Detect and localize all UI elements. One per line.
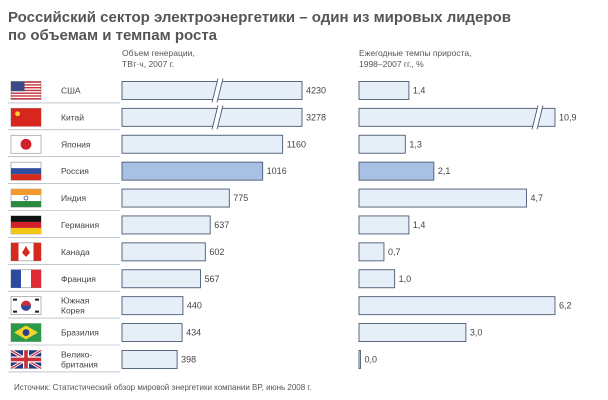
- bar-growth: [358, 242, 385, 262]
- bar-generation: [121, 350, 178, 369]
- bar-generation: [121, 134, 284, 154]
- bar-break-mark: [216, 78, 224, 103]
- bar-growth: [358, 107, 556, 127]
- bar-value-label: 0,7: [388, 247, 401, 257]
- flag-de-icon: [10, 215, 42, 235]
- right-panel-title-line-1: Ежегодные темпы прироста,: [359, 48, 472, 58]
- bar-generation: [121, 296, 184, 316]
- bar-value-label: 1,4: [413, 85, 426, 95]
- chart-source-note: Источник: Статистический обзор мировой э…: [14, 383, 312, 392]
- flag-ru-icon: [10, 161, 42, 181]
- bar-generation: [121, 323, 183, 342]
- bar-generation: [121, 242, 206, 262]
- country-label: Велико-: [61, 349, 92, 359]
- right-panel-title-line-2: 1998–2007 гг., %: [359, 59, 424, 69]
- chart-title-line-1: Российский сектор электроэнергетики – од…: [8, 9, 511, 26]
- flag-ca-icon: [10, 242, 42, 262]
- bar-growth: [358, 350, 361, 369]
- bar-value-label: 1,3: [409, 139, 422, 149]
- bar-value-label: 3278: [306, 112, 326, 122]
- country-label: Канада: [61, 247, 90, 257]
- bar-growth: [358, 188, 527, 208]
- country-label: Германия: [61, 220, 100, 230]
- bar-value-label: 398: [181, 354, 196, 364]
- bar-break-gap: [531, 105, 544, 130]
- left-panel-title-line-2: ТВт·ч, 2007 г.: [122, 59, 174, 69]
- bar-generation: [121, 188, 230, 208]
- flag-us-icon: [10, 81, 42, 100]
- bar-value-label: 1160: [287, 139, 306, 149]
- country-label: Франция: [61, 274, 96, 284]
- bar-generation: [121, 80, 303, 100]
- flag-cn-icon: [10, 108, 42, 127]
- country-label: США: [61, 85, 81, 95]
- bar-value-label: 637: [214, 220, 229, 230]
- bar-growth: [358, 80, 410, 100]
- bar-value-label: 602: [209, 247, 224, 257]
- bar-break-mark: [211, 78, 219, 103]
- bar-break-mark: [531, 105, 539, 130]
- bar-value-label: 440: [187, 301, 202, 311]
- bar-break-mark: [216, 105, 224, 130]
- left-panel-title-line-1: Объем генерации,: [122, 48, 195, 58]
- country-label: Бразилия: [61, 328, 99, 338]
- bar-value-label: 4,7: [530, 193, 543, 203]
- bar-value-label: 10,9: [559, 112, 577, 122]
- flag-jp-icon: [10, 134, 42, 154]
- bar-generation: [121, 215, 211, 235]
- country-label: Корея: [61, 306, 85, 316]
- bar-value-label: 775: [233, 193, 248, 203]
- country-label: британия: [61, 359, 98, 369]
- bar-value-label: 6,2: [559, 301, 572, 311]
- bar-value-label: 1016: [267, 166, 287, 176]
- bar-growth: [358, 323, 467, 342]
- country-label: Япония: [61, 139, 91, 149]
- country-label: Китай: [61, 112, 84, 122]
- bar-growth: [358, 161, 435, 181]
- bar-growth: [358, 134, 406, 154]
- chart-title-line-2: по объемам и темпам роста: [8, 27, 218, 44]
- flag-kr-icon: [10, 296, 42, 315]
- bar-value-label: 0,0: [365, 354, 378, 364]
- bar-generation: [121, 107, 303, 127]
- flag-in-icon: [10, 188, 42, 208]
- chart-rows: США 4230 1,4 Китай 3278 10,9 Япония 1160 1,3 Росс…: [8, 78, 577, 373]
- country-label: Южная: [61, 296, 90, 306]
- country-label: Индия: [61, 193, 87, 203]
- bar-generation: [121, 269, 201, 289]
- bar-value-label: 4230: [306, 85, 326, 95]
- bar-growth: [358, 269, 396, 289]
- bar-value-label: 1,4: [413, 220, 426, 230]
- bar-generation: [121, 161, 264, 181]
- bar-break-gap: [211, 78, 224, 103]
- bar-value-label: 2,1: [438, 166, 451, 176]
- bar-value-label: 1,0: [399, 274, 412, 284]
- bar-growth: [358, 296, 556, 316]
- flag-gb-icon: [10, 349, 42, 370]
- bar-value-label: 567: [205, 274, 220, 284]
- flag-fr-icon: [10, 269, 42, 289]
- bar-growth: [358, 215, 410, 235]
- bar-value-label: 434: [186, 328, 201, 338]
- bar-break-mark: [211, 105, 219, 130]
- flag-br-icon: [10, 323, 42, 342]
- country-label: Россия: [61, 166, 89, 176]
- bar-value-label: 3,0: [470, 328, 483, 338]
- bar-break-gap: [211, 105, 224, 130]
- bar-break-mark: [536, 105, 544, 130]
